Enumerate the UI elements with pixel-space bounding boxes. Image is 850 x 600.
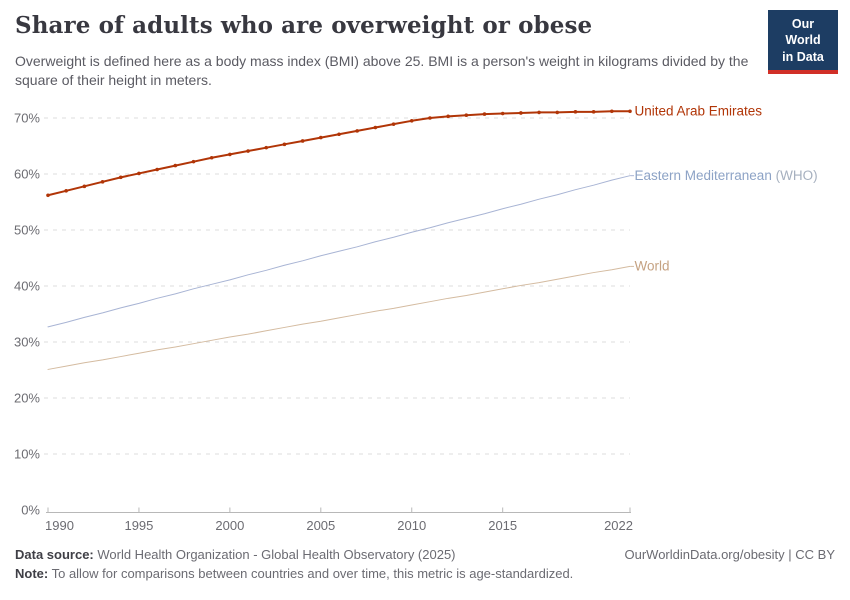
data-point-marker: [519, 111, 523, 115]
data-point-marker: [555, 110, 560, 115]
chart-subtitle: Overweight is defined here as a body mas…: [15, 53, 749, 89]
data-point-marker: [355, 129, 359, 133]
data-source-text: World Health Organization - Global Healt…: [93, 547, 456, 562]
page-title: Share of adults who are overweight or ob…: [15, 12, 593, 39]
y-axis-tick-label: 10%: [14, 447, 40, 462]
data-point-marker: [500, 111, 505, 116]
note-text: To allow for comparisons between countri…: [48, 566, 574, 581]
y-axis-tick-label: 50%: [14, 223, 40, 238]
data-point-marker: [173, 163, 178, 168]
chart-footer: Data source: World Health Organization -…: [15, 547, 835, 581]
data-point-marker: [373, 125, 378, 130]
data-point-marker: [391, 122, 396, 126]
data-point-marker: [100, 180, 105, 184]
series-label[interactable]: United Arab Emirates: [635, 103, 763, 118]
data-point-marker: [264, 145, 269, 150]
data-point-marker: [155, 167, 159, 172]
data-point-marker: [464, 113, 469, 117]
owid-logo-line2: in Data: [782, 49, 824, 64]
series-label-part: (WHO): [772, 168, 818, 183]
x-axis-tick-label: 2005: [306, 518, 335, 533]
y-axis-tick-label: 20%: [14, 391, 40, 406]
data-point-marker: [300, 139, 305, 143]
x-axis-tick-label: 1990: [45, 518, 74, 533]
data-point-marker: [209, 155, 214, 160]
data-point-marker: [591, 110, 596, 114]
series-line: [47, 110, 631, 197]
y-axis-tick-label: 70%: [14, 111, 40, 126]
data-point-marker: [537, 110, 541, 115]
data-point-marker: [46, 193, 50, 198]
y-axis-tick-label: 30%: [14, 335, 40, 350]
data-point-marker: [228, 152, 232, 157]
data-point-marker: [137, 171, 141, 176]
data-point-marker: [246, 149, 250, 153]
x-axis-tick-label: 2015: [488, 518, 517, 533]
data-point-marker: [428, 116, 432, 120]
y-axis-tick-label: 60%: [14, 167, 40, 182]
series-label-part: Eastern Mediterranean: [635, 168, 772, 183]
y-axis-tick-label: 0%: [21, 503, 40, 518]
series-label[interactable]: World: [635, 259, 670, 274]
data-point-marker: [118, 175, 123, 180]
data-point-marker: [446, 114, 450, 119]
series-line: [47, 175, 631, 328]
note-label: Note:: [15, 566, 49, 581]
x-axis-tick-label: 2000: [215, 518, 244, 533]
data-point-marker: [409, 119, 414, 123]
data-point-marker: [82, 184, 87, 189]
data-point-marker: [64, 189, 68, 193]
x-axis-tick-label: 2010: [397, 518, 426, 533]
series-label[interactable]: Eastern Mediterranean (WHO): [635, 168, 818, 183]
note-line: Note: To allow for comparisons between c…: [15, 566, 835, 581]
data-point-marker: [482, 112, 487, 116]
data-point-marker: [337, 132, 341, 137]
data-point-marker: [282, 142, 287, 147]
data-point-marker: [191, 159, 196, 164]
y-axis-tick-label: 40%: [14, 279, 40, 294]
data-source-line: Data source: World Health Organization -…: [15, 547, 456, 562]
data-point-marker: [628, 109, 632, 114]
owid-logo[interactable]: Our World in Data: [768, 10, 838, 74]
data-point-marker: [319, 135, 323, 140]
series-line: [47, 265, 631, 370]
owid-logo-line1: Our World: [785, 17, 821, 48]
footer-link[interactable]: OurWorldinData.org/obesity | CC BY: [624, 547, 836, 562]
data-source-label: Data source:: [15, 547, 94, 562]
x-axis-tick-label: 1995: [124, 518, 153, 533]
x-axis-tick-label: 2022: [604, 518, 633, 533]
data-point-marker: [610, 109, 614, 114]
data-point-marker: [573, 110, 578, 114]
